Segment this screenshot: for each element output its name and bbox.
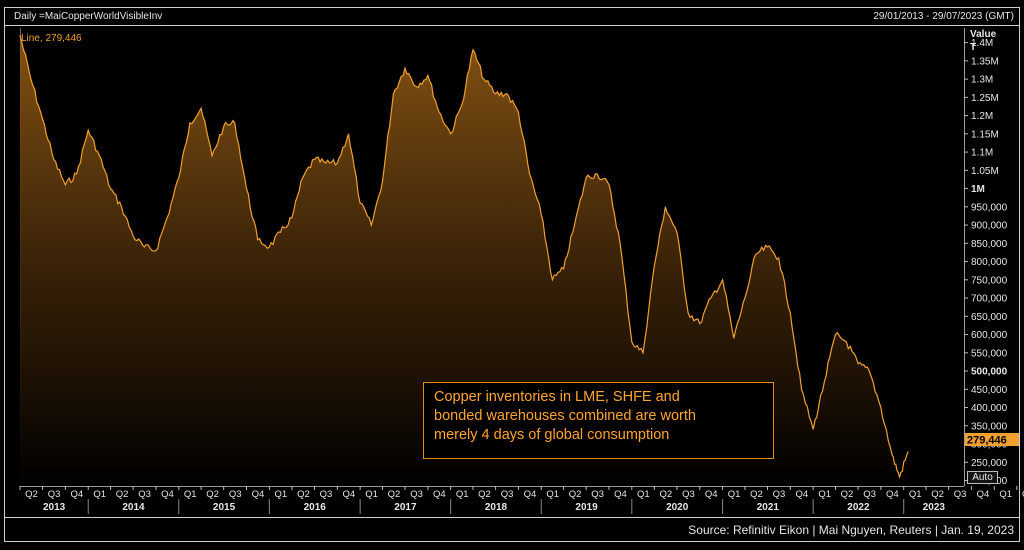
x-quarter-label: Q3 [229, 489, 242, 500]
x-year-label: 2016 [304, 502, 327, 513]
x-quarter-label: Q3 [863, 489, 876, 500]
x-quarter-label: Q2 [25, 489, 38, 500]
x-quarter-label: Q4 [795, 489, 808, 500]
x-quarter-label: Q1 [909, 489, 922, 500]
series-area [20, 35, 909, 487]
x-quarter-label: Q1 [365, 489, 378, 500]
x-quarter-label: Q4 [886, 489, 899, 500]
series-line [19, 35, 909, 479]
x-quarter-label: Q3 [48, 489, 61, 500]
y-axis-title: Value [970, 29, 997, 40]
x-quarter-label: Q1 [546, 489, 559, 500]
y-tick-label: 450,000 [971, 385, 1008, 396]
x-quarter-label: Q2 [478, 489, 491, 500]
last-value-badge: 279,446 [967, 435, 1007, 447]
y-tick-label: 1.05M [971, 166, 999, 177]
source-credit: Source: Refinitiv Eikon | Mai Nguyen, Re… [688, 523, 1014, 537]
x-quarter-label: Q3 [773, 489, 786, 500]
x-quarter-label: Q1 [93, 489, 106, 500]
y-tick-label: 1.15M [971, 129, 999, 140]
x-quarter-label: Q4 [71, 489, 84, 500]
y-tick-label: 700,000 [971, 294, 1008, 305]
y-tick-label: 800,000 [971, 257, 1008, 268]
x-year-label: 2014 [122, 502, 145, 513]
x-quarter-label: Q1 [456, 489, 469, 500]
x-quarter-label: Q2 [116, 489, 129, 500]
outer-border [4, 7, 1020, 542]
date-range: 29/01/2013 - 29/07/2023 (GMT) [873, 11, 1014, 22]
y-axis-unit: T [970, 42, 976, 53]
y-tick-label: 350,000 [971, 421, 1008, 432]
x-year-label: 2015 [213, 502, 236, 513]
x-quarter-label: Q4 [614, 489, 627, 500]
x-year-label: 2023 [923, 502, 946, 513]
x-quarter-label: Q2 [569, 489, 582, 500]
x-quarter-label: Q2 [297, 489, 310, 500]
x-year-label: 2018 [485, 502, 508, 513]
y-tick-label: 400,000 [971, 403, 1008, 414]
x-quarter-label: Q2 [1022, 489, 1024, 500]
x-year-label: 2013 [43, 502, 66, 513]
y-tick-label: 1M [971, 184, 985, 195]
y-tick-label: 1.3M [971, 75, 993, 86]
y-tick-label: 1.4M [971, 38, 993, 49]
x-year-label: 2019 [575, 502, 598, 513]
y-tick-label: 500,000 [971, 367, 1008, 378]
y-tick-label: 850,000 [971, 239, 1008, 250]
x-quarter-label: Q1 [184, 489, 197, 500]
y-tick-label: 1.1M [971, 148, 993, 159]
x-quarter-label: Q1 [818, 489, 831, 500]
x-quarter-label: Q2 [660, 489, 673, 500]
x-quarter-label: Q3 [954, 489, 967, 500]
x-year-label: 2017 [394, 502, 417, 513]
x-quarter-label: Q3 [591, 489, 604, 500]
y-tick-label: 750,000 [971, 275, 1008, 286]
y-tick-label: 950,000 [971, 202, 1008, 213]
x-quarter-label: Q2 [931, 489, 944, 500]
x-quarter-label: Q2 [388, 489, 401, 500]
x-quarter-label: Q3 [138, 489, 151, 500]
annotation-box: Copper inventories in LME, SHFE and bond… [423, 382, 774, 459]
y-tick-label: 250,000 [971, 458, 1008, 469]
series-legend-label: Line, 279,446 [21, 33, 82, 44]
x-quarter-label: Q3 [320, 489, 333, 500]
x-year-label: 2020 [666, 502, 689, 513]
x-quarter-label: Q4 [252, 489, 265, 500]
x-quarter-label: Q4 [524, 489, 537, 500]
y-tick-label: 650,000 [971, 312, 1008, 323]
x-quarter-label: Q1 [728, 489, 741, 500]
x-quarter-label: Q4 [977, 489, 990, 500]
chart-title: Daily =MaiCopperWorldVisibleInv [14, 11, 163, 22]
y-tick-label: 900,000 [971, 221, 1008, 232]
x-quarter-label: Q4 [433, 489, 446, 500]
x-year-label: 2021 [757, 502, 780, 513]
auto-button[interactable]: Auto [967, 471, 998, 484]
y-tick-label: 600,000 [971, 330, 1008, 341]
last-value-badge-bg [965, 433, 1019, 446]
x-quarter-label: Q3 [410, 489, 423, 500]
x-quarter-label: Q4 [161, 489, 174, 500]
x-quarter-label: Q1 [637, 489, 650, 500]
y-tick-label: 1.2M [971, 111, 993, 122]
x-year-label: 2022 [847, 502, 870, 513]
x-quarter-label: Q2 [841, 489, 854, 500]
x-quarter-label: Q1 [999, 489, 1012, 500]
x-quarter-label: Q2 [750, 489, 763, 500]
x-quarter-label: Q4 [705, 489, 718, 500]
y-tick-label: 1.25M [971, 93, 999, 104]
x-quarter-label: Q2 [206, 489, 219, 500]
x-quarter-label: Q3 [501, 489, 514, 500]
x-quarter-label: Q1 [274, 489, 287, 500]
x-quarter-label: Q3 [682, 489, 695, 500]
x-quarter-label: Q4 [342, 489, 355, 500]
y-tick-label: 1.35M [971, 56, 999, 67]
y-tick-label: 550,000 [971, 348, 1008, 359]
